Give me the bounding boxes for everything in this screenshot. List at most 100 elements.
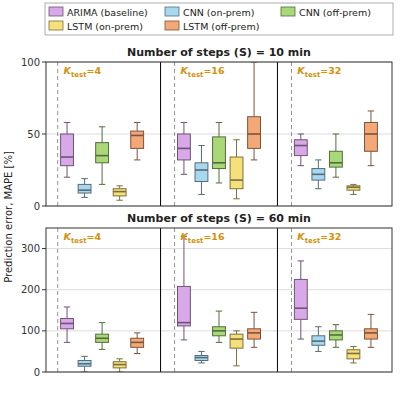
whisker: [137, 333, 138, 338]
whisker-cap: [198, 145, 204, 146]
whisker-cap: [181, 174, 187, 175]
box: [61, 319, 74, 329]
whisker: [335, 134, 336, 151]
box: [131, 131, 144, 148]
box: [195, 356, 208, 361]
whisker: [254, 312, 255, 328]
category-label-part: test: [305, 237, 321, 245]
median: [96, 337, 109, 339]
whisker: [183, 160, 184, 174]
legend-label: LSTM (off-prem): [183, 21, 259, 32]
legend-frame: [45, 3, 393, 35]
whisker: [219, 311, 220, 327]
median: [61, 156, 74, 158]
whisker-cap: [81, 197, 87, 198]
median: [329, 334, 342, 336]
whisker-cap: [298, 260, 304, 261]
tick-mark: [42, 330, 46, 331]
tick-label: 50: [27, 129, 40, 140]
whisker-cap: [298, 134, 304, 135]
group-separator: [277, 228, 278, 372]
whisker-cap: [350, 194, 356, 195]
tick-label: 200: [21, 284, 40, 295]
whisker-cap: [233, 198, 239, 199]
median: [248, 133, 261, 135]
median: [230, 338, 243, 340]
median: [294, 145, 307, 147]
whisker: [300, 156, 301, 166]
category-label-part: test: [71, 71, 87, 79]
legend-swatch: [165, 7, 179, 16]
whisker: [137, 122, 138, 131]
box: [96, 143, 109, 163]
box: [213, 327, 226, 336]
box: [329, 331, 342, 340]
box: [113, 189, 126, 196]
whisker-cap: [368, 110, 374, 111]
whisker-cap: [233, 365, 239, 366]
category-label-part: =16: [203, 231, 225, 242]
legend-swatch: [281, 7, 295, 16]
whisker: [84, 179, 85, 185]
whisker-cap: [181, 339, 187, 340]
whisker-cap: [216, 311, 222, 312]
whisker-cap: [216, 122, 222, 123]
box: [329, 151, 342, 167]
panel: 050100Ktest=4Ktest=16Ktest=32Number of s…: [21, 46, 392, 212]
box: [294, 140, 307, 156]
box: [178, 134, 191, 160]
whisker: [236, 189, 237, 199]
plot-frame: [46, 62, 392, 206]
tick-mark: [42, 62, 46, 63]
whisker-cap: [134, 353, 140, 354]
whisker-cap: [81, 178, 87, 179]
whisker: [102, 163, 103, 185]
category-label-part: test: [305, 71, 321, 79]
box: [78, 184, 91, 193]
whisker-cap: [233, 330, 239, 331]
whisker-cap: [198, 351, 204, 352]
whisker: [370, 339, 371, 347]
whisker-cap: [64, 177, 70, 178]
whisker-cap: [233, 139, 239, 140]
whisker-cap: [368, 347, 374, 348]
box: [312, 336, 325, 345]
median: [365, 332, 378, 334]
whisker-cap: [333, 134, 339, 135]
boxes: [61, 236, 378, 372]
tick-label: 100: [21, 325, 40, 336]
whisker: [84, 356, 85, 360]
boxes: [61, 62, 378, 200]
whisker-cap: [99, 126, 105, 127]
whisker-cap: [134, 332, 140, 333]
group-guide: [291, 62, 292, 206]
median: [178, 148, 191, 150]
median: [329, 162, 342, 164]
box: [347, 186, 360, 190]
box: [230, 334, 243, 348]
whisker: [254, 62, 255, 117]
tick-mark: [42, 248, 46, 249]
category-label-part: =32: [320, 231, 341, 242]
category-label: Ktest=32: [297, 65, 341, 79]
median: [61, 323, 74, 325]
legend-swatch: [49, 21, 63, 30]
whisker: [102, 323, 103, 335]
whisker: [183, 236, 184, 286]
median: [131, 135, 144, 137]
group-guide: [57, 62, 58, 206]
legend-label: LSTM (on-prem): [67, 21, 143, 32]
whisker: [119, 368, 120, 372]
whisker: [67, 122, 68, 134]
median: [131, 342, 144, 344]
grid-line: [46, 289, 392, 290]
whisker: [254, 148, 255, 160]
whisker: [318, 327, 319, 336]
whisker: [335, 325, 336, 331]
whisker: [236, 140, 237, 157]
whisker: [183, 326, 184, 340]
whisker: [370, 314, 371, 328]
chart: 050100Ktest=4Ktest=16Ktest=32Number of s…: [0, 0, 400, 394]
whisker-cap: [116, 185, 122, 186]
category-label-part: test: [71, 237, 87, 245]
